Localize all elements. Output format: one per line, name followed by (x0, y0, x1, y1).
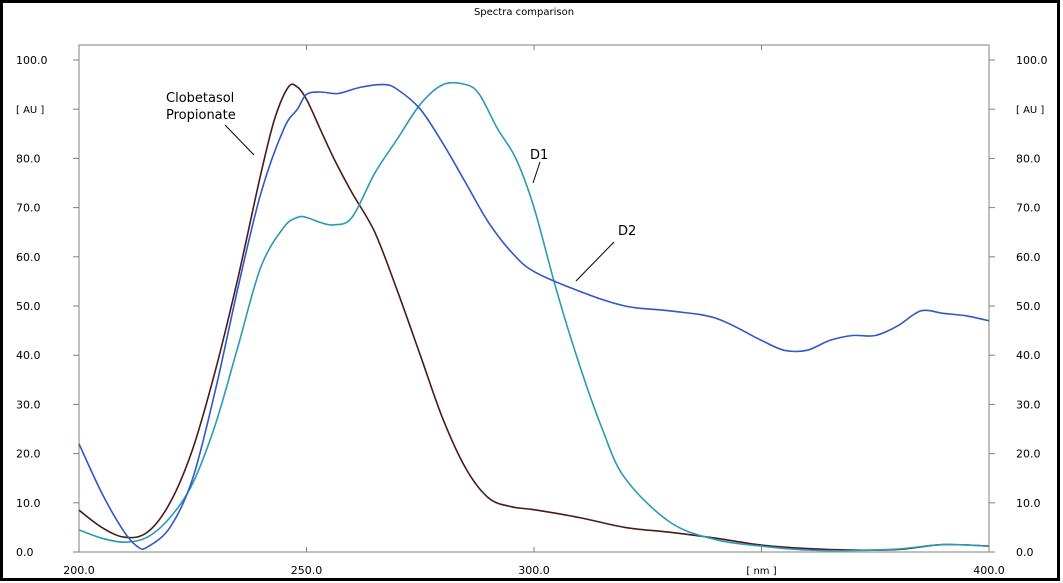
y-tick-label-left: 10.0 (16, 497, 41, 510)
y-tick-label-left: 60.0 (16, 251, 41, 264)
annotation-propionate: Propionate (166, 108, 236, 123)
y-tick-label-right: [ AU ] (1016, 105, 1044, 116)
series-line-d1 (78, 81, 990, 552)
annotation-d2: D2 (618, 224, 636, 239)
y-tick-label-left: 70.0 (16, 202, 41, 215)
y-tick-label-right: 80.0 (1016, 152, 1041, 165)
y-axis-right: 100.0 [ AU ] 80.0 70.0 60.0 50.0 40.0 30.0 20.0 1… (1016, 54, 1048, 559)
annotation-leader-d1 (532, 161, 541, 184)
y-tick-label-right: 60.0 (1016, 251, 1041, 264)
x-tick-label: 300.0 (518, 564, 550, 577)
y-tick-label-right: 30.0 (1016, 398, 1041, 411)
y-tick-label-left: 20.0 (16, 448, 41, 461)
annotations: Clobetasol Propionate D1 D2 (166, 91, 636, 282)
y-tick-label-left: [ AU ] (16, 105, 44, 116)
tick-marks (73, 45, 995, 553)
y-tick-label-left: 80.0 (16, 152, 41, 165)
annotation-clobetasol: Clobetasol (166, 91, 234, 106)
x-tick-label: 200.0 (63, 564, 95, 577)
y-tick-label-left: 30.0 (16, 398, 41, 411)
y-tick-label-right: 40.0 (1016, 349, 1041, 362)
y-tick-label-left: 100.0 (16, 54, 48, 67)
x-axis: 200.0 250.0 300.0 [ nm ] 400.0 (63, 564, 1005, 577)
x-tick-label: 400.0 (973, 564, 1005, 577)
annotation-leader-d2 (575, 241, 615, 282)
x-tick-label: [ nm ] (746, 566, 776, 577)
y-tick-label-right: 0.0 (1016, 546, 1034, 559)
annotation-d1: D1 (530, 148, 548, 163)
y-tick-label-right: 70.0 (1016, 202, 1041, 215)
x-tick-label: 250.0 (291, 564, 323, 577)
y-tick-label-right: 10.0 (1016, 497, 1041, 510)
y-tick-label-left: 0.0 (16, 546, 34, 559)
y-tick-label-left: 40.0 (16, 349, 41, 362)
series-group (78, 81, 990, 552)
y-axis-left: 100.0 [ AU ] 80.0 70.0 60.0 50.0 40.0 30.0 20.0 1… (16, 54, 48, 559)
y-tick-label-right: 100.0 (1016, 54, 1048, 67)
y-tick-label-right: 20.0 (1016, 448, 1041, 461)
y-tick-label-right: 50.0 (1016, 300, 1041, 313)
chart-title: Spectra comparison (474, 7, 574, 18)
annotation-leader-clobetasol (224, 124, 255, 156)
series-line-d2 (78, 83, 990, 551)
y-tick-label-left: 50.0 (16, 300, 41, 313)
series-line-clobetasol (78, 83, 990, 551)
